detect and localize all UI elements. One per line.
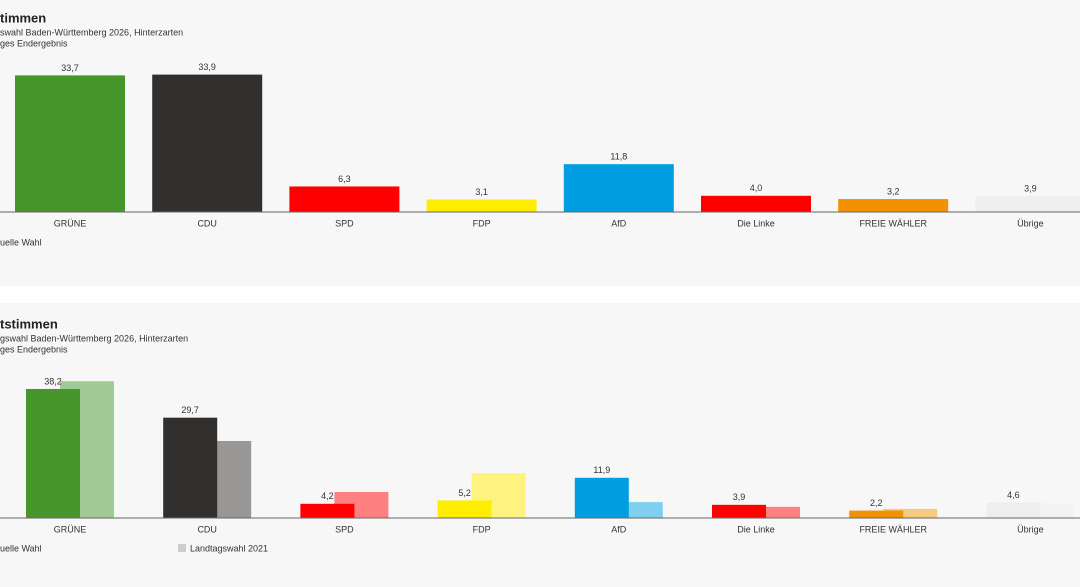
x-tick-label: FREIE WÄHLER (859, 524, 927, 534)
x-tick-label: SPD (335, 524, 354, 534)
value-label: 29,7 (181, 405, 199, 415)
bar (849, 510, 904, 518)
chart-subtitle: swahl Baden-Württemberg 2026, Hinterzart… (0, 27, 183, 37)
bar (289, 186, 400, 212)
bar (883, 508, 938, 518)
value-label: 38,2 (44, 376, 62, 386)
x-tick-label: FREIE WÄHLER (859, 218, 927, 228)
x-tick-label: FDP (473, 218, 491, 228)
bar (986, 502, 1041, 518)
bar (163, 417, 218, 518)
value-label: 2,2 (870, 498, 883, 508)
bar (26, 388, 80, 518)
x-tick-label: Die Linke (737, 218, 775, 228)
chart-subtitle: gswahl Baden-Württemberg 2026, Hinterzar… (0, 333, 188, 343)
legend-label: Landtagswahl 2021 (190, 543, 268, 553)
legend-label: uelle Wahl (0, 237, 42, 247)
bar (701, 195, 811, 212)
bar (300, 503, 355, 518)
value-label: 3,1 (475, 187, 488, 197)
bar (15, 75, 125, 212)
x-tick-label: CDU (197, 218, 217, 228)
x-tick-label: Die Linke (737, 524, 775, 534)
chart-subtitle: ges Endergebnis (0, 344, 68, 354)
value-label: 33,7 (61, 63, 79, 73)
chart-subtitle: ges Endergebnis (0, 38, 68, 48)
panel (0, 303, 1080, 587)
chart-title: tstimmen (0, 316, 58, 331)
legend-label: uelle Wahl (0, 543, 42, 553)
value-label: 6,3 (338, 174, 351, 184)
chart-title: timmen (0, 10, 46, 25)
x-tick-label: AfD (611, 524, 627, 534)
bar (152, 74, 263, 212)
value-label: 11,9 (593, 465, 610, 475)
x-tick-label: Übrige (1017, 218, 1044, 228)
legend-swatch (178, 544, 186, 552)
x-tick-label: SPD (335, 218, 354, 228)
value-label: 4,0 (750, 183, 763, 193)
bar (426, 199, 537, 212)
value-label: 3,2 (887, 186, 900, 196)
bar (975, 196, 1080, 212)
bar (437, 500, 492, 518)
x-tick-label: FDP (473, 524, 491, 534)
value-label: 11,8 (610, 152, 627, 162)
bar (563, 164, 674, 212)
x-tick-label: GRÜNE (54, 524, 87, 534)
value-label: 4,6 (1007, 490, 1020, 500)
value-label: 5,2 (458, 488, 471, 498)
bar (712, 504, 766, 518)
bar (574, 477, 629, 518)
x-tick-label: AfD (611, 218, 627, 228)
value-label: 33,9 (198, 62, 216, 72)
value-label: 4,2 (321, 491, 334, 501)
x-tick-label: CDU (197, 524, 217, 534)
bar (838, 199, 949, 212)
x-tick-label: Übrige (1017, 524, 1044, 534)
x-tick-label: GRÜNE (54, 218, 87, 228)
bar (746, 506, 800, 518)
value-label: 3,9 (733, 492, 746, 502)
value-label: 3,9 (1024, 184, 1037, 194)
